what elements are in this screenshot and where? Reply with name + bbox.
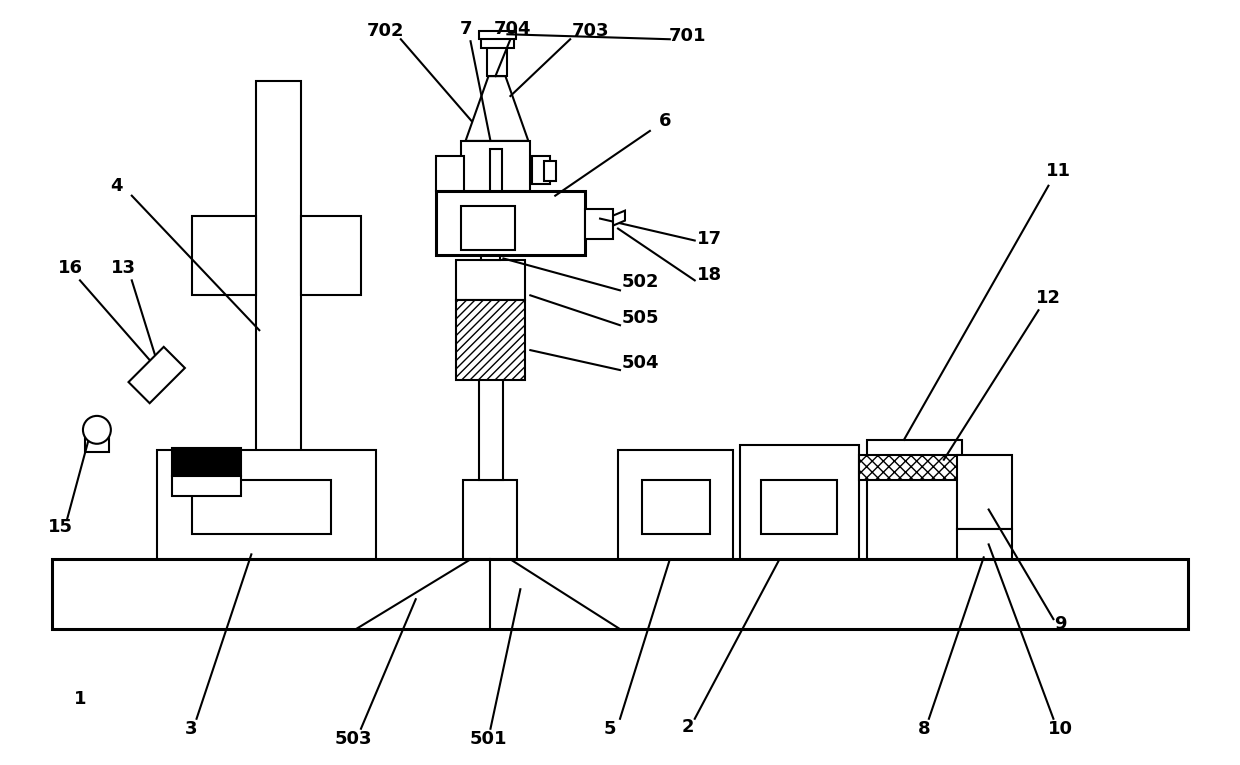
Text: 10: 10 xyxy=(1048,720,1073,737)
Text: 5: 5 xyxy=(604,720,616,737)
Bar xyxy=(487,46,507,76)
Text: 6: 6 xyxy=(658,112,671,130)
Bar xyxy=(463,480,517,559)
Text: 704: 704 xyxy=(494,21,531,38)
Text: 11: 11 xyxy=(1045,161,1071,180)
Text: 504: 504 xyxy=(621,354,658,372)
Bar xyxy=(481,36,515,48)
Bar xyxy=(460,206,516,250)
Text: 12: 12 xyxy=(1035,289,1061,308)
Text: 4: 4 xyxy=(110,177,123,195)
Bar xyxy=(460,141,531,190)
Text: 9: 9 xyxy=(1054,615,1066,633)
Bar xyxy=(479,31,516,39)
Bar xyxy=(491,149,502,190)
Text: 502: 502 xyxy=(621,273,658,291)
Bar xyxy=(171,476,242,496)
Text: 15: 15 xyxy=(47,519,73,536)
Bar xyxy=(618,450,733,559)
Bar xyxy=(544,161,557,181)
Text: 16: 16 xyxy=(57,259,83,278)
Bar xyxy=(585,209,613,239)
Bar xyxy=(156,450,376,559)
Bar xyxy=(191,480,331,535)
Polygon shape xyxy=(613,210,625,226)
Text: 13: 13 xyxy=(112,259,136,278)
Polygon shape xyxy=(129,347,185,403)
Text: 703: 703 xyxy=(572,22,609,41)
Bar xyxy=(479,340,503,480)
Bar xyxy=(761,480,837,535)
Bar xyxy=(52,559,1188,629)
Bar xyxy=(957,454,1012,529)
Text: 7: 7 xyxy=(459,21,471,38)
Text: 18: 18 xyxy=(697,266,722,285)
Text: 3: 3 xyxy=(185,720,198,737)
Bar xyxy=(455,301,526,380)
Bar xyxy=(455,260,526,301)
Text: 701: 701 xyxy=(670,28,707,45)
Bar xyxy=(859,454,959,480)
Text: 8: 8 xyxy=(918,720,930,737)
Text: 17: 17 xyxy=(697,230,722,248)
Bar xyxy=(739,444,859,559)
Bar xyxy=(642,480,709,535)
Bar xyxy=(171,448,242,476)
Bar xyxy=(481,200,501,260)
Bar xyxy=(532,156,551,184)
Bar xyxy=(435,190,585,256)
Bar xyxy=(86,430,109,452)
Text: 702: 702 xyxy=(367,22,404,41)
Bar xyxy=(957,529,1012,559)
Bar xyxy=(435,156,464,190)
Bar xyxy=(257,81,301,559)
Text: 1: 1 xyxy=(73,690,87,708)
Text: 503: 503 xyxy=(335,730,372,747)
Circle shape xyxy=(83,416,110,444)
Bar xyxy=(191,216,257,295)
Polygon shape xyxy=(465,76,528,141)
Bar xyxy=(867,440,962,559)
Bar xyxy=(301,216,361,295)
Text: 501: 501 xyxy=(470,730,507,747)
Text: 2: 2 xyxy=(682,718,694,736)
Text: 505: 505 xyxy=(621,309,658,327)
